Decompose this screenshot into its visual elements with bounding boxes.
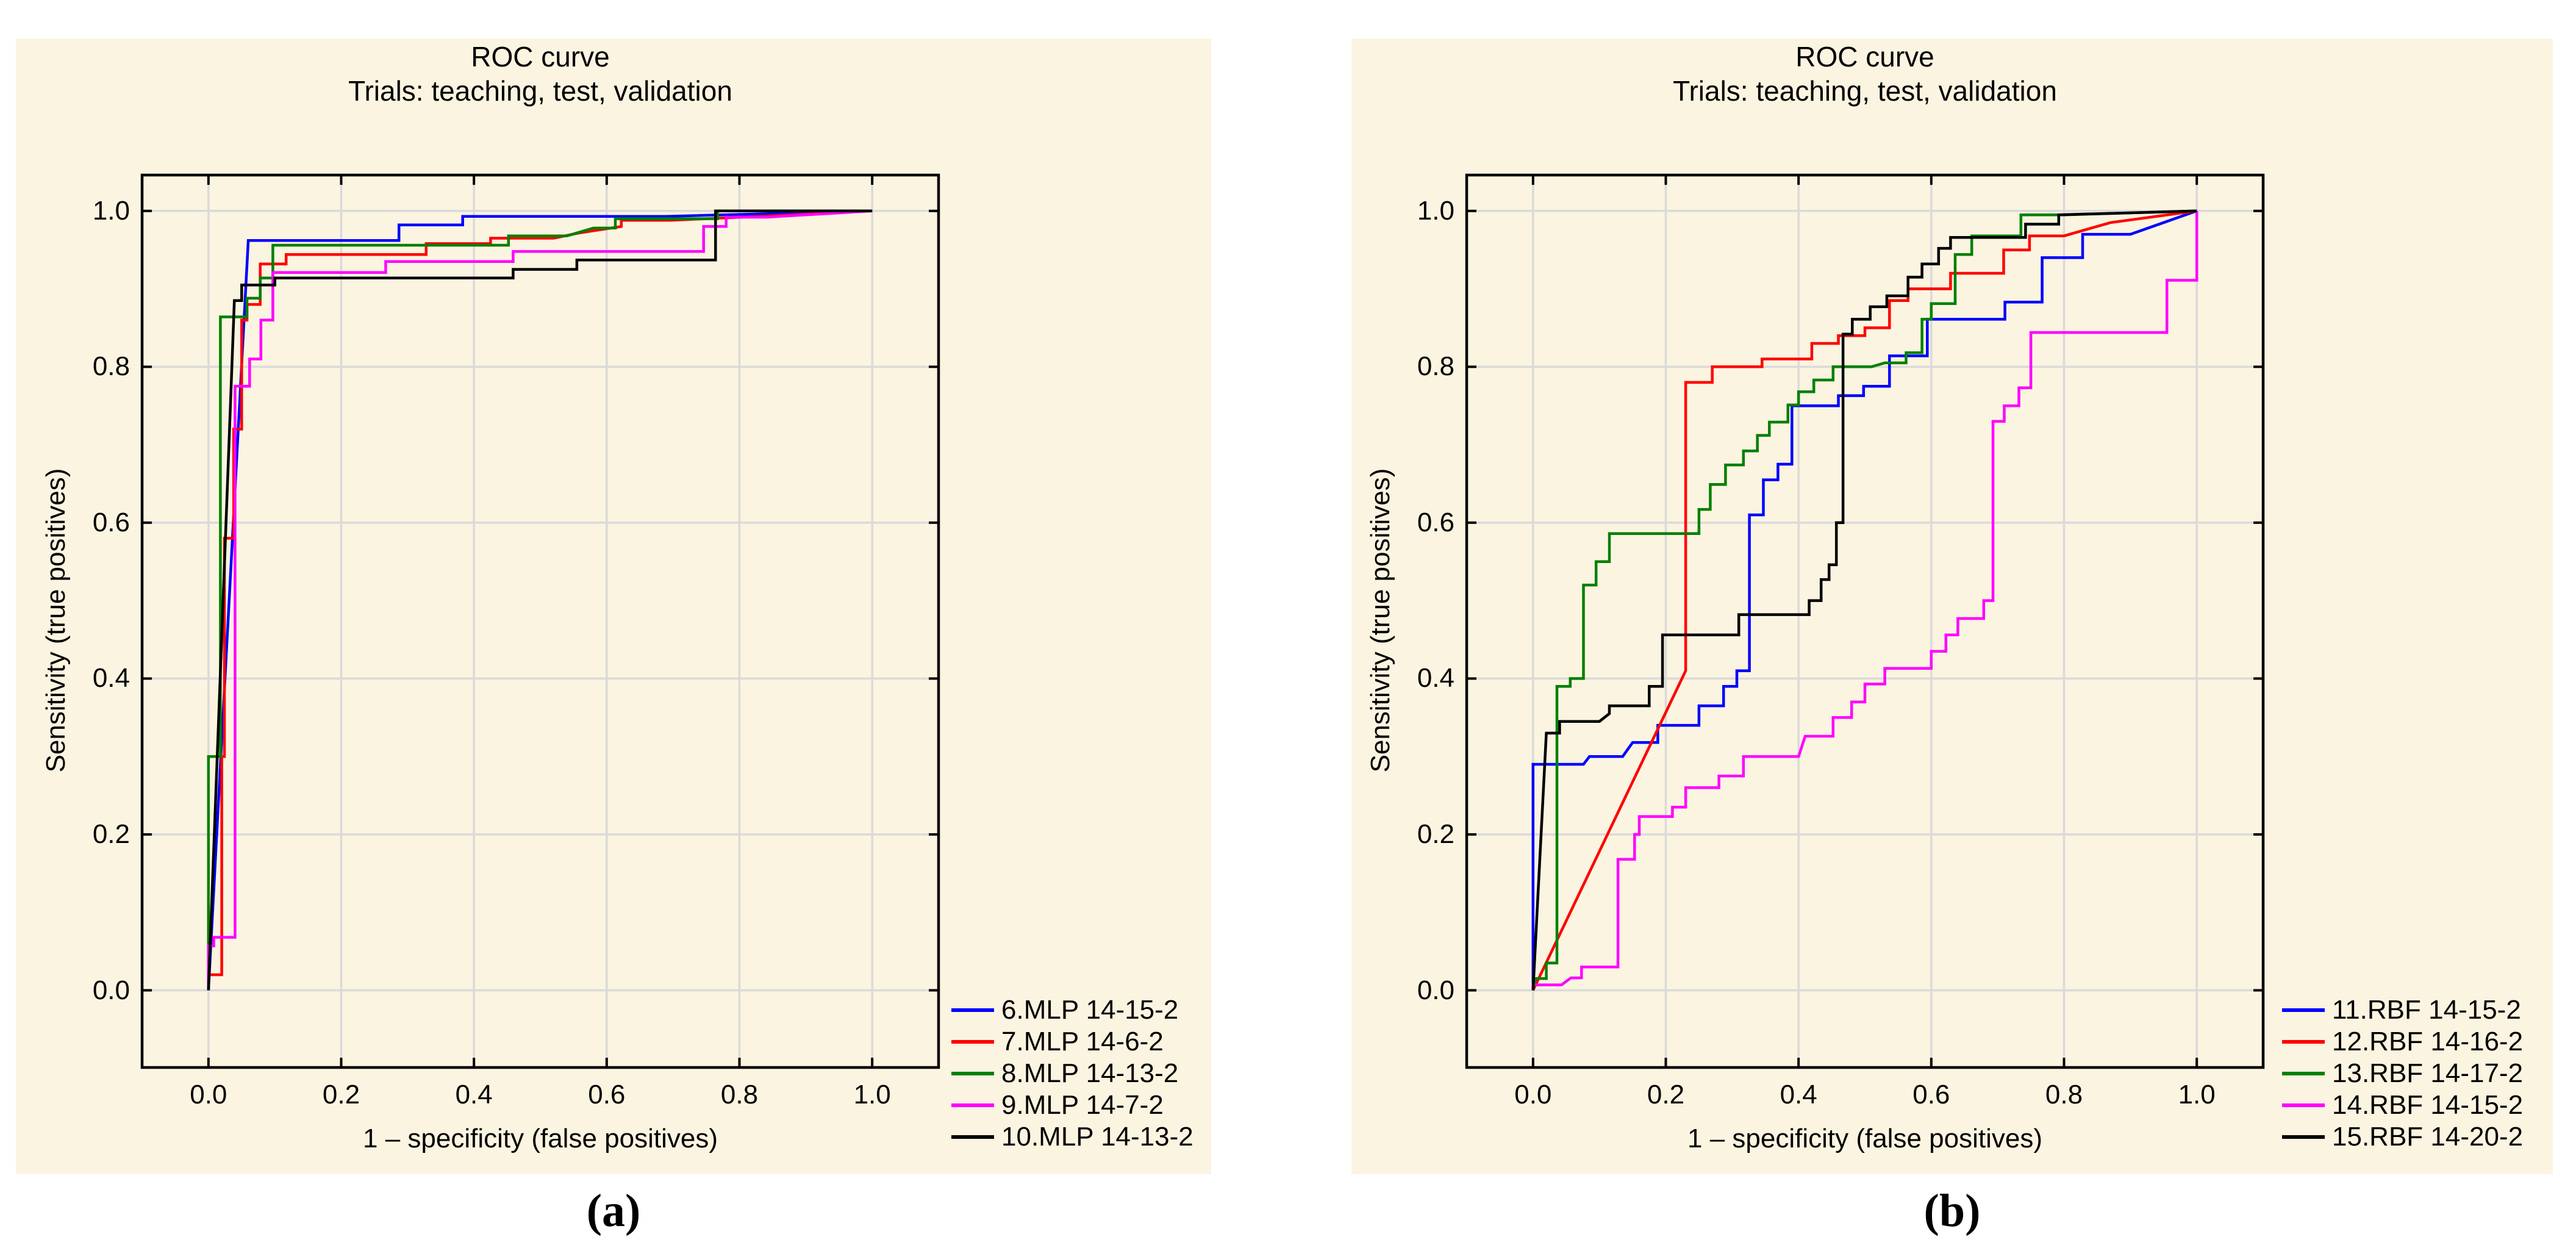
roc-curve: [1531, 209, 2197, 991]
roc-plot-b: [1465, 173, 2265, 1069]
x-tick-label: 0.4: [455, 1080, 493, 1110]
roc-curve: [207, 209, 873, 991]
legend-item: 13.RBF 14-17-2: [2282, 1058, 2523, 1089]
x-tick-label: 1.0: [2178, 1080, 2216, 1110]
roc-curve: [1531, 209, 2197, 991]
legend-label: 10.MLP 14-13-2: [1001, 1122, 1193, 1152]
legend-line-swatch: [2282, 1135, 2325, 1139]
x-tick-label: 0.2: [1647, 1080, 1685, 1110]
roc-plot-a: [140, 173, 940, 1069]
y-tick-label: 0.2: [1417, 819, 1454, 849]
legend-label: 9.MLP 14-7-2: [1001, 1090, 1164, 1120]
y-tick-label: 0.0: [92, 975, 130, 1005]
legend-line-swatch: [951, 1040, 994, 1044]
x-tick-label: 0.6: [1912, 1080, 1950, 1110]
y-tick-label: 0.8: [1417, 351, 1454, 382]
legend-item: 11.RBF 14-15-2: [2282, 994, 2523, 1026]
legend-label: 11.RBF 14-15-2: [2332, 995, 2521, 1025]
legend-line-swatch: [951, 1135, 994, 1139]
legend-b: 11.RBF 14-15-2 12.RBF 14-16-2 13.RBF 14-17…: [2282, 994, 2523, 1153]
legend-item: 7.MLP 14-6-2: [951, 1026, 1193, 1058]
legend-line-swatch: [951, 1072, 994, 1075]
x-tick-label: 0.0: [190, 1080, 227, 1110]
legend-a: 6.MLP 14-15-2 7.MLP 14-6-2 8.MLP 14-13-2 9.…: [951, 994, 1193, 1153]
x-tick-label: 0.2: [322, 1080, 360, 1110]
y-tick-label: 1.0: [92, 195, 130, 226]
legend-line-swatch: [951, 1008, 994, 1012]
caption-b: (b): [1923, 1185, 1981, 1236]
legend-label: 7.MLP 14-6-2: [1001, 1027, 1164, 1056]
legend-label: 13.RBF 14-17-2: [2332, 1058, 2524, 1088]
legend-label: 15.RBF 14-20-2: [2332, 1122, 2524, 1152]
legend-line-swatch: [2282, 1103, 2325, 1107]
chart-title-a: ROC curve: [471, 41, 610, 73]
legend-item: 6.MLP 14-15-2: [951, 994, 1193, 1026]
x-axis-label-b: 1 – specificity (false positives): [1687, 1124, 2042, 1153]
x-tick-label: 0.4: [1780, 1080, 1817, 1110]
y-tick-label: 0.0: [1417, 975, 1454, 1005]
legend-item: 8.MLP 14-13-2: [951, 1058, 1193, 1089]
legend-item: 14.RBF 14-15-2: [2282, 1089, 2523, 1121]
roc-curve: [1531, 210, 2199, 991]
legend-line-swatch: [2282, 1040, 2325, 1044]
y-tick-label: 0.8: [92, 351, 130, 382]
legend-label: 8.MLP 14-13-2: [1001, 1058, 1179, 1088]
legend-item: 10.MLP 14-13-2: [951, 1121, 1193, 1153]
legend-label: 12.RBF 14-16-2: [2332, 1027, 2524, 1056]
y-axis-label-a: Sensitivity (true positives): [41, 468, 71, 773]
x-tick-label: 0.6: [588, 1080, 626, 1110]
y-tick-label: 0.6: [1417, 507, 1454, 537]
y-tick-label: 0.4: [92, 663, 130, 694]
roc-curve: [207, 209, 873, 991]
y-tick-label: 0.2: [92, 819, 130, 849]
x-tick-label: 1.0: [853, 1080, 891, 1110]
plot-frame: [1465, 173, 2265, 1069]
legend-label: 6.MLP 14-15-2: [1001, 995, 1179, 1025]
x-axis-label-a: 1 – specificity (false positives): [363, 1124, 718, 1153]
roc-curve: [207, 209, 873, 991]
roc-curve: [207, 209, 873, 991]
y-tick-label: 1.0: [1417, 195, 1454, 226]
legend-label: 14.RBF 14-15-2: [2332, 1090, 2524, 1120]
legend-item: 9.MLP 14-7-2: [951, 1089, 1193, 1121]
chart-subtitle-a: Trials: teaching, test, validation: [348, 75, 732, 107]
y-tick-label: 0.6: [92, 507, 130, 537]
y-axis-label-b: Sensitivity (true positives): [1365, 468, 1395, 773]
roc-curve: [1531, 209, 2197, 991]
x-tick-label: 0.0: [1514, 1080, 1552, 1110]
legend-item: 12.RBF 14-16-2: [2282, 1026, 2523, 1058]
legend-line-swatch: [951, 1103, 994, 1107]
legend-item: 15.RBF 14-20-2: [2282, 1121, 2523, 1153]
chart-subtitle-b: Trials: teaching, test, validation: [1673, 75, 2057, 107]
x-tick-label: 0.8: [2045, 1080, 2083, 1110]
roc-curve: [207, 209, 873, 991]
roc-curve: [1531, 209, 2197, 991]
caption-a: (a): [586, 1185, 641, 1236]
x-tick-label: 0.8: [720, 1080, 759, 1110]
y-tick-label: 0.4: [1417, 663, 1454, 694]
legend-line-swatch: [2282, 1072, 2325, 1075]
plot-frame: [140, 173, 940, 1069]
legend-line-swatch: [2282, 1008, 2325, 1012]
chart-title-b: ROC curve: [1795, 41, 1934, 73]
